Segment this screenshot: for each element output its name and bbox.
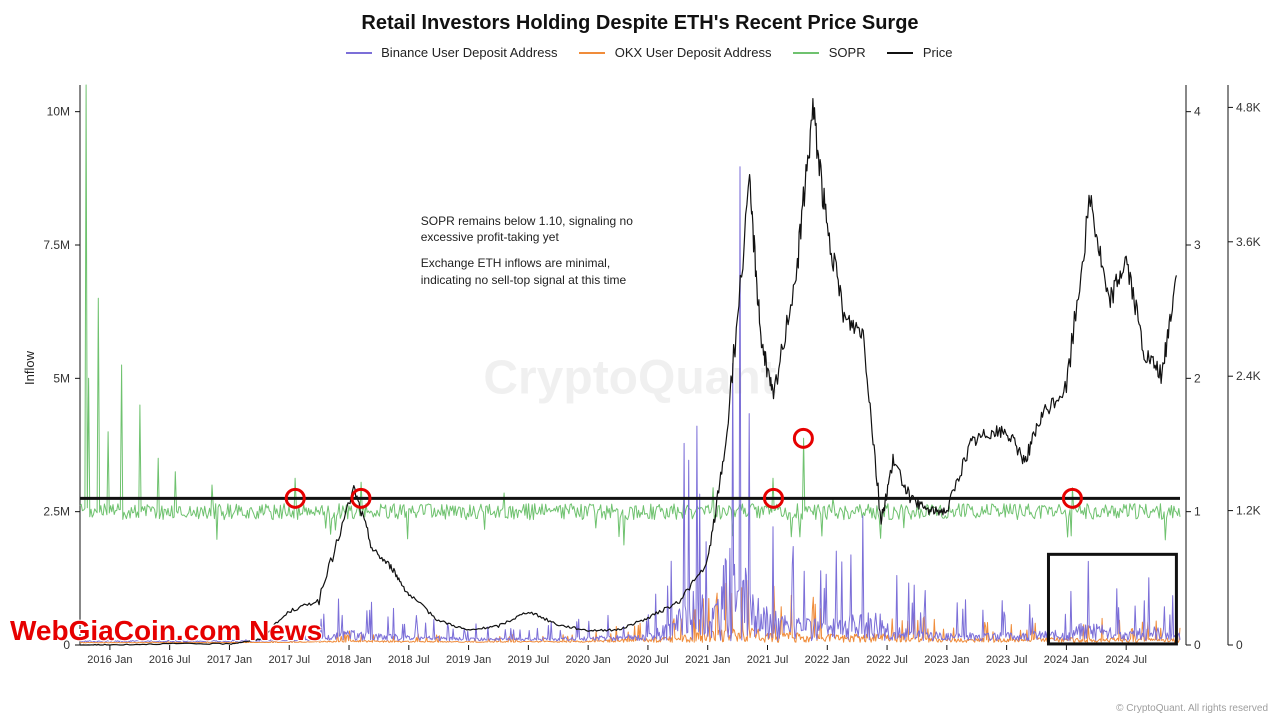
svg-text:0: 0 <box>1236 638 1243 652</box>
svg-text:7.5M: 7.5M <box>43 238 70 252</box>
svg-text:2018 Jan: 2018 Jan <box>326 654 371 666</box>
svg-text:1.2K: 1.2K <box>1236 504 1261 518</box>
svg-text:2020 Jul: 2020 Jul <box>627 654 669 666</box>
svg-text:2022 Jul: 2022 Jul <box>866 654 908 666</box>
svg-text:2016 Jan: 2016 Jan <box>87 654 132 666</box>
svg-text:2: 2 <box>1194 371 1201 385</box>
svg-text:2024 Jan: 2024 Jan <box>1044 654 1089 666</box>
watermark-webgiacoin: WebGiaCoin.com News <box>10 615 322 647</box>
svg-text:4: 4 <box>1194 105 1201 119</box>
svg-text:2017 Jan: 2017 Jan <box>207 654 252 666</box>
svg-text:2.5M: 2.5M <box>43 505 70 519</box>
svg-text:2018 Jul: 2018 Jul <box>388 654 430 666</box>
svg-text:2021 Jan: 2021 Jan <box>685 654 730 666</box>
svg-text:2019 Jan: 2019 Jan <box>446 654 491 666</box>
svg-text:2019 Jul: 2019 Jul <box>508 654 550 666</box>
y-axis-left-label: Inflow <box>22 351 37 385</box>
chart-plot: 2016 Jan 2016 Jul 2017 Jan 2017 Jul 2018 Jan… <box>0 0 1280 720</box>
svg-text:10M: 10M <box>47 105 70 119</box>
svg-text:2020 Jan: 2020 Jan <box>566 654 611 666</box>
svg-text:2017 Jul: 2017 Jul <box>268 654 310 666</box>
svg-text:2024 Jul: 2024 Jul <box>1105 654 1147 666</box>
svg-text:3: 3 <box>1194 238 1201 252</box>
svg-text:2023 Jan: 2023 Jan <box>924 654 969 666</box>
svg-text:0: 0 <box>1194 638 1201 652</box>
svg-text:2.4K: 2.4K <box>1236 369 1261 383</box>
copyright-text: © CryptoQuant. All rights reserved <box>1116 703 1268 714</box>
svg-text:2016 Jul: 2016 Jul <box>149 654 191 666</box>
svg-text:2022 Jan: 2022 Jan <box>805 654 850 666</box>
svg-text:1: 1 <box>1194 505 1201 519</box>
svg-text:5M: 5M <box>53 371 70 385</box>
annotation-line-2: Exchange ETH inflows are minimal, indica… <box>421 255 661 287</box>
svg-text:2021 Jul: 2021 Jul <box>747 654 789 666</box>
annotation-line-1: SOPR remains below 1.10, signaling no ex… <box>421 213 661 245</box>
annotation-text: SOPR remains below 1.10, signaling no ex… <box>421 213 661 288</box>
svg-text:3.6K: 3.6K <box>1236 235 1261 249</box>
svg-text:4.8K: 4.8K <box>1236 100 1261 114</box>
svg-text:2023 Jul: 2023 Jul <box>986 654 1028 666</box>
